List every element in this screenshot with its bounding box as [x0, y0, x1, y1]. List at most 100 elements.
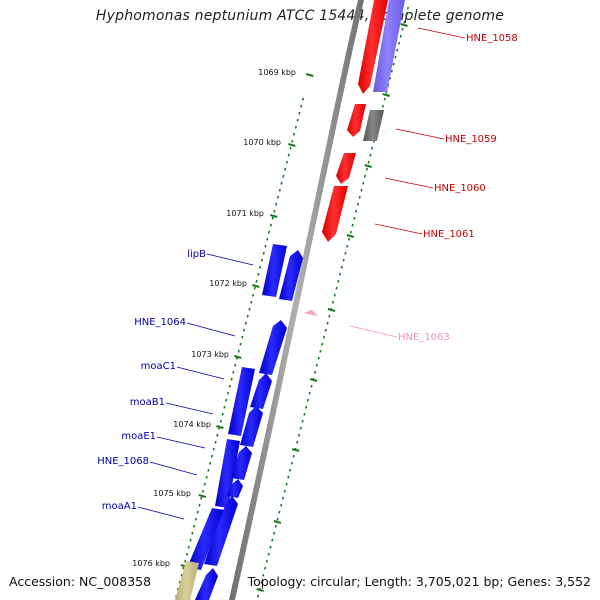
kbp-tick-mark — [216, 425, 224, 429]
pseudo-gene-arrow[interactable] — [363, 110, 384, 141]
gene-label-hne-1058[interactable]: HNE_1058 — [466, 33, 518, 44]
tick-dot — [253, 286, 256, 290]
kbp-tick-mark — [273, 520, 282, 524]
gene-label-moab1[interactable]: moaB1 — [130, 397, 165, 408]
tick-dot — [184, 559, 187, 563]
tick-dot — [259, 265, 262, 269]
rna-gene-arrow[interactable] — [373, 0, 405, 92]
gene-label-hne-1060[interactable]: HNE_1060 — [434, 183, 486, 194]
gene-hne-1064-arrow[interactable] — [259, 320, 287, 375]
other-feature-arrow[interactable] — [175, 561, 199, 600]
tick-dot — [267, 552, 270, 556]
tick-dot — [210, 454, 214, 458]
gene-lipb-arrow[interactable] — [262, 244, 287, 297]
genome-backbone — [229, 0, 364, 600]
gene-label-hne-1059[interactable]: HNE_1059 — [445, 134, 497, 145]
forward-strand-genes — [175, 244, 303, 600]
tick-dot — [324, 328, 327, 332]
tick-dot — [283, 489, 286, 493]
gene-label-hne-1064[interactable]: HNE_1064 — [134, 317, 186, 328]
tick-dot — [246, 314, 249, 318]
tick-dot — [271, 538, 274, 542]
tick-dot — [191, 531, 194, 535]
tick-dot — [358, 195, 361, 199]
tick-dot — [180, 573, 183, 577]
gene-label-moaa1[interactable]: moaA1 — [102, 501, 137, 512]
tick-dot — [255, 279, 258, 283]
gene-hne-1068-arrow[interactable] — [231, 446, 252, 480]
gene-hne-1059-arrow[interactable] — [347, 104, 366, 137]
tick-dot — [346, 244, 349, 248]
tick-dot — [363, 174, 367, 178]
kbp-tick-mark — [327, 308, 336, 312]
tick-dot — [196, 510, 199, 514]
kbp-label: 1076 kbp — [132, 559, 170, 568]
tick-dot — [209, 461, 212, 465]
accession-text: Accession: NC_008358 — [9, 574, 152, 589]
tick-dot — [297, 433, 301, 437]
tick-dot — [335, 286, 338, 290]
gene-label-lipb[interactable]: lipB — [187, 249, 206, 260]
tick-dot — [276, 195, 280, 199]
tick-dot — [265, 559, 268, 563]
tick-dot — [178, 580, 181, 584]
kbp-tick-mark — [346, 234, 355, 238]
gene-hne-1061-arrow[interactable] — [322, 186, 348, 242]
kbp-tick-mark — [198, 494, 207, 498]
tick-dot — [296, 440, 299, 444]
tick-dot — [278, 188, 281, 192]
gene-moaa1-companion-arrow[interactable] — [204, 496, 238, 566]
gene-lipb-companion-arrow[interactable] — [279, 250, 303, 301]
tick-dot — [328, 314, 331, 318]
tick-dot — [331, 300, 335, 304]
tick-dot — [281, 496, 285, 500]
tick-dot — [241, 335, 244, 339]
tick-dot — [280, 503, 283, 507]
tick-dot — [294, 125, 297, 129]
tick-dot — [285, 160, 289, 164]
gene-hne-1060-arrow[interactable] — [336, 153, 356, 184]
tick-dot — [362, 181, 365, 185]
gene-next-arrow[interactable] — [195, 568, 218, 600]
tick-dot — [207, 468, 210, 472]
tick-dot — [185, 552, 189, 556]
tick-dot — [333, 293, 336, 297]
tick-dot — [226, 391, 230, 395]
tick-dot — [205, 475, 208, 479]
gene-moac1-arrow[interactable] — [228, 367, 255, 436]
gene-moaa1-arrow[interactable] — [227, 479, 243, 498]
kbp-tick-mark — [364, 164, 372, 168]
kbp-tick-mark — [252, 284, 260, 288]
tick-dot — [250, 300, 253, 304]
gene-label-moae1[interactable]: moaE1 — [121, 431, 156, 442]
tick-dot — [182, 566, 185, 570]
tick-dot — [314, 370, 317, 374]
tick-dot — [360, 188, 363, 192]
kbp-label: 1069 kbp — [258, 68, 296, 77]
kbp-tick-mark — [288, 143, 296, 147]
gene-label-hne-1061[interactable]: HNE_1061 — [423, 229, 475, 240]
kbp-tick-mark — [291, 448, 300, 452]
topology-text: Topology: circular; Length: 3,705,021 bp… — [247, 574, 591, 589]
gene-moab1-arrow[interactable] — [240, 406, 263, 447]
tick-dot — [365, 167, 368, 171]
gene-labels: HNE_1058 HNE_1059 HNE_1060 HNE_1061 HNE_… — [97, 33, 518, 512]
misc-feature-marker[interactable] — [303, 310, 318, 316]
tick-dot — [397, 41, 401, 45]
tick-dot — [405, 13, 408, 17]
tick-dot — [287, 475, 290, 479]
tick-dot — [394, 55, 397, 59]
tick-dot — [349, 230, 352, 234]
kbp-label: 1074 kbp — [173, 420, 211, 429]
gene-label-hne-1063[interactable]: HNE_1063 — [398, 332, 450, 343]
gene-moaa1-main-arrow[interactable] — [187, 508, 225, 570]
gene-label-hne-1068[interactable]: HNE_1068 — [97, 456, 149, 467]
tick-dot — [193, 524, 196, 528]
tick-dot — [289, 146, 292, 150]
tick-dot — [396, 48, 399, 52]
gene-hne-1058-arrow[interactable] — [358, 0, 388, 94]
tick-dot — [301, 419, 304, 423]
gene-label-moac1[interactable]: moaC1 — [141, 361, 176, 372]
gene-moac1-companion-arrow[interactable] — [250, 373, 272, 409]
gene-moae1-arrow[interactable] — [215, 439, 240, 508]
